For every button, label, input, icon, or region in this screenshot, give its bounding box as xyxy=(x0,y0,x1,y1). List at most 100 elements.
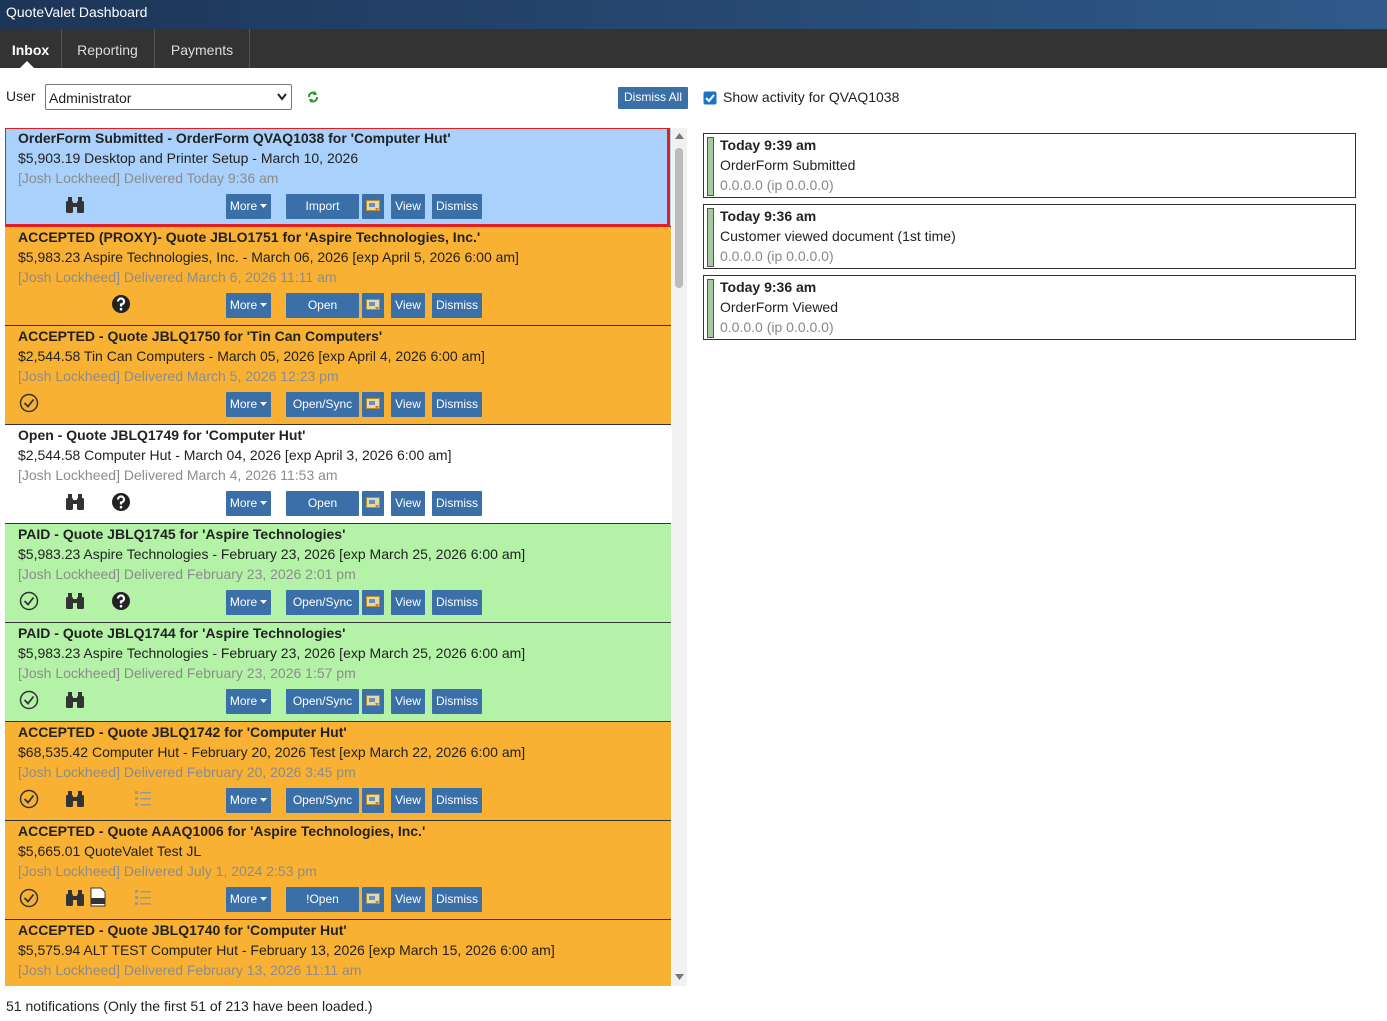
sync-button[interactable] xyxy=(362,194,384,219)
icon-bino[interactable] xyxy=(65,789,85,809)
dismiss-button[interactable]: Dismiss xyxy=(432,392,482,417)
icon-check[interactable] xyxy=(19,393,39,413)
action-button[interactable]: Import xyxy=(286,194,359,219)
dismiss-button[interactable]: Dismiss xyxy=(432,590,482,615)
notification-details: $5,983.23 Aspire Technologies, Inc. - Ma… xyxy=(18,249,519,265)
more-button[interactable]: More xyxy=(226,788,271,813)
icon-check[interactable] xyxy=(19,591,39,611)
more-button[interactable]: More xyxy=(226,590,271,615)
icon-check[interactable] xyxy=(19,789,39,809)
notification-delivered: [Josh Lockheed] Delivered February 23, 2… xyxy=(18,566,356,582)
icon-q[interactable] xyxy=(111,492,131,512)
notification-title: PAID - Quote JBLQ1744 for 'Aspire Techno… xyxy=(18,625,346,641)
refresh-icon[interactable] xyxy=(306,90,320,104)
sync-button[interactable] xyxy=(362,887,384,912)
sync-button[interactable] xyxy=(362,491,384,516)
activity-ip: 0.0.0.0 (ip 0.0.0.0) xyxy=(720,248,834,264)
view-button[interactable]: View xyxy=(391,392,425,417)
checkbox[interactable] xyxy=(703,91,717,105)
notification[interactable]: OrderForm Submitted - OrderForm QVAQ1038… xyxy=(5,128,671,227)
dismiss-button[interactable]: Dismiss xyxy=(432,293,482,318)
sync-button[interactable] xyxy=(362,590,384,615)
view-button[interactable]: View xyxy=(391,491,425,516)
action-button[interactable]: Open/Sync xyxy=(286,392,359,417)
icon-bino[interactable] xyxy=(65,492,85,512)
icon-check[interactable] xyxy=(19,888,39,908)
notification-title: ACCEPTED - Quote AAAQ1006 for 'Aspire Te… xyxy=(18,823,426,839)
icon-pdf[interactable] xyxy=(89,887,109,907)
notification[interactable]: ACCEPTED - Quote AAAQ1006 for 'Aspire Te… xyxy=(5,821,671,920)
action-button[interactable]: Open/Sync xyxy=(286,689,359,714)
view-button[interactable]: View xyxy=(391,590,425,615)
scroll-thumb[interactable] xyxy=(675,148,683,288)
icon-bino[interactable] xyxy=(65,591,85,611)
user-select[interactable]: Administrator xyxy=(45,84,292,110)
sync-icon xyxy=(366,596,380,607)
dismiss-button[interactable]: Dismiss xyxy=(432,788,482,813)
icon-q[interactable] xyxy=(111,294,131,314)
dismiss-button[interactable]: Dismiss xyxy=(432,194,482,219)
action-button[interactable]: Open xyxy=(286,293,359,318)
more-button[interactable]: More xyxy=(226,491,271,516)
dismiss-all-button[interactable]: Dismiss All xyxy=(618,87,688,109)
action-button[interactable]: Open/Sync xyxy=(286,788,359,813)
dismiss-button[interactable]: Dismiss xyxy=(432,887,482,912)
scroll-down[interactable] xyxy=(675,974,684,980)
tab[interactable]: Reporting xyxy=(61,29,155,68)
button-label: More xyxy=(229,793,258,807)
sync-button[interactable] xyxy=(362,788,384,813)
icon-list[interactable] xyxy=(133,789,153,809)
button-label: More xyxy=(229,892,258,906)
button-label: More xyxy=(229,298,258,312)
notification[interactable]: ACCEPTED - Quote JBLQ1740 for 'Computer … xyxy=(5,920,671,986)
activity-event: OrderForm Submitted xyxy=(720,157,856,173)
icon-bino[interactable] xyxy=(65,690,85,710)
icon-bino[interactable] xyxy=(65,888,85,908)
icon-check[interactable] xyxy=(19,690,39,710)
caret xyxy=(260,699,268,704)
icon-q[interactable] xyxy=(111,591,131,611)
notification[interactable]: PAID - Quote JBLQ1745 for 'Aspire Techno… xyxy=(5,524,671,623)
sync-button[interactable] xyxy=(362,293,384,318)
notification[interactable]: ACCEPTED (PROXY)- Quote JBLO1751 for 'As… xyxy=(5,227,671,326)
button-label: More xyxy=(229,397,258,411)
tab-notch xyxy=(20,61,34,68)
sync-button[interactable] xyxy=(362,392,384,417)
view-button[interactable]: View xyxy=(391,788,425,813)
view-button[interactable]: View xyxy=(391,887,425,912)
activity-marker xyxy=(707,208,714,267)
activity-marker xyxy=(707,279,714,338)
notification[interactable]: ACCEPTED - Quote JBLQ1750 for 'Tin Can C… xyxy=(5,326,671,425)
sync-button[interactable] xyxy=(362,689,384,714)
action-button[interactable]: Open xyxy=(286,491,359,516)
icon-bino[interactable] xyxy=(65,195,85,215)
scroll-up[interactable] xyxy=(675,133,684,139)
activity-ip: 0.0.0.0 (ip 0.0.0.0) xyxy=(720,319,834,335)
action-button[interactable]: Open/Sync xyxy=(286,590,359,615)
more-button[interactable]: More xyxy=(226,194,271,219)
icon-list[interactable] xyxy=(133,888,153,908)
tab[interactable]: Payments xyxy=(155,29,250,68)
sync-icon xyxy=(366,695,380,706)
action-button[interactable]: !Open xyxy=(286,887,359,912)
scrollbar[interactable] xyxy=(672,128,687,986)
dismiss-button[interactable]: Dismiss xyxy=(432,689,482,714)
view-button[interactable]: View xyxy=(391,293,425,318)
notification[interactable]: PAID - Quote JBLQ1744 for 'Aspire Techno… xyxy=(5,623,671,722)
notification-title: Open - Quote JBLQ1749 for 'Computer Hut' xyxy=(18,427,306,443)
caret xyxy=(260,600,268,605)
more-button[interactable]: More xyxy=(226,689,271,714)
activity-event: Customer viewed document (1st time) xyxy=(720,228,956,244)
notification[interactable]: ACCEPTED - Quote JBLQ1742 for 'Computer … xyxy=(5,722,671,821)
activity-entry: Today 9:36 am Customer viewed document (1… xyxy=(703,204,1356,269)
more-button[interactable]: More xyxy=(226,293,271,318)
view-button[interactable]: View xyxy=(391,194,425,219)
notification[interactable]: Open - Quote JBLQ1749 for 'Computer Hut'… xyxy=(5,425,671,524)
more-button[interactable]: More xyxy=(226,392,271,417)
view-button[interactable]: View xyxy=(391,689,425,714)
dismiss-button[interactable]: Dismiss xyxy=(432,491,482,516)
notification-delivered: [Josh Lockheed] Delivered February 13, 2… xyxy=(18,962,362,978)
more-button[interactable]: More xyxy=(226,887,271,912)
tab[interactable]: Inbox xyxy=(0,29,62,68)
notification-details: $5,575.94 ALT TEST Computer Hut - Februa… xyxy=(18,942,555,958)
